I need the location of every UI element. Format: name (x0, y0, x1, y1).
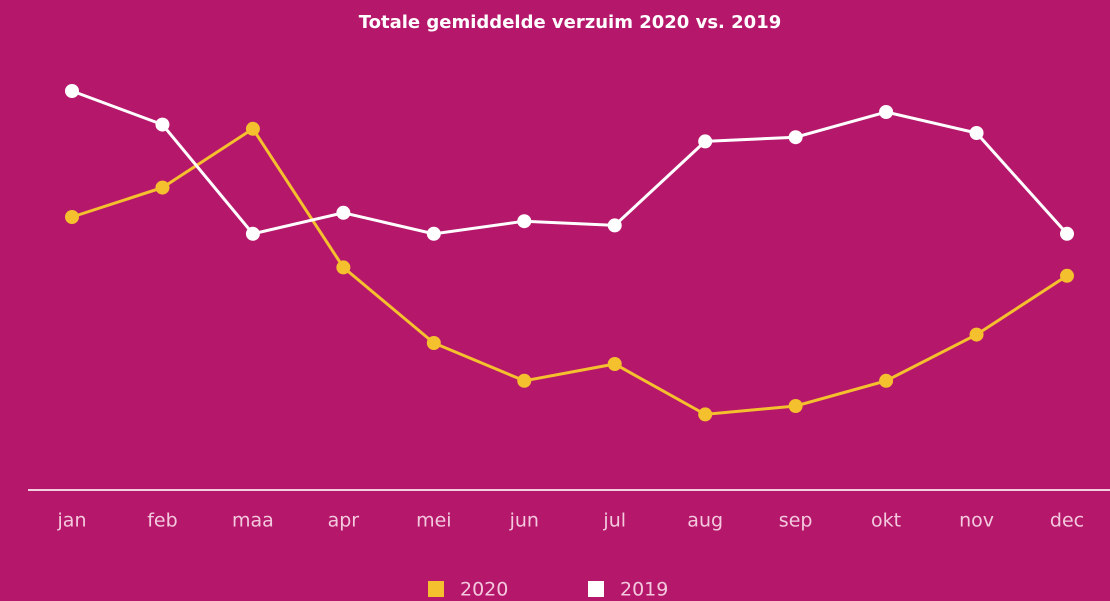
x-tick-label: feb (147, 510, 177, 532)
x-tick-label: dec (1050, 510, 1084, 532)
x-tick-label: sep (779, 510, 813, 532)
data-point (155, 117, 170, 132)
data-point (607, 218, 622, 233)
x-tick-label: mei (416, 510, 451, 532)
data-point (969, 126, 984, 140)
data-point (1060, 268, 1074, 283)
data-point (969, 327, 984, 342)
chart-title: Totale gemiddelde verzuim 2020 vs. 2019 (359, 12, 782, 33)
legend-label: 2020 (460, 579, 508, 601)
x-tick-label: okt (871, 510, 901, 532)
x-tick-label: maa (232, 510, 274, 532)
data-point (879, 373, 894, 388)
x-tick-label: apr (328, 510, 360, 532)
x-tick-label: aug (687, 510, 723, 532)
data-point (698, 134, 713, 149)
data-point (879, 105, 894, 119)
x-tick-label: jun (509, 510, 539, 532)
data-point (607, 357, 622, 371)
legend-swatch (588, 581, 604, 597)
data-point (336, 260, 351, 275)
data-point (788, 399, 803, 413)
x-tick-label: jan (57, 510, 87, 532)
x-tick-label: nov (959, 510, 994, 532)
data-point (336, 205, 351, 220)
data-point (788, 130, 803, 145)
data-point (698, 407, 713, 422)
legend-label: 2019 (620, 579, 668, 601)
data-point (426, 336, 441, 350)
data-point (517, 373, 532, 388)
data-point (245, 226, 260, 241)
data-point (245, 121, 260, 136)
data-point (65, 84, 79, 98)
series-line (71, 126, 1068, 416)
series-line (71, 89, 1069, 236)
data-point (155, 180, 170, 195)
x-tick-label: jul (602, 510, 626, 532)
legend-swatch (428, 581, 444, 597)
data-point (65, 210, 79, 224)
data-point (1060, 226, 1074, 241)
data-point (426, 226, 441, 241)
data-point (517, 214, 532, 229)
